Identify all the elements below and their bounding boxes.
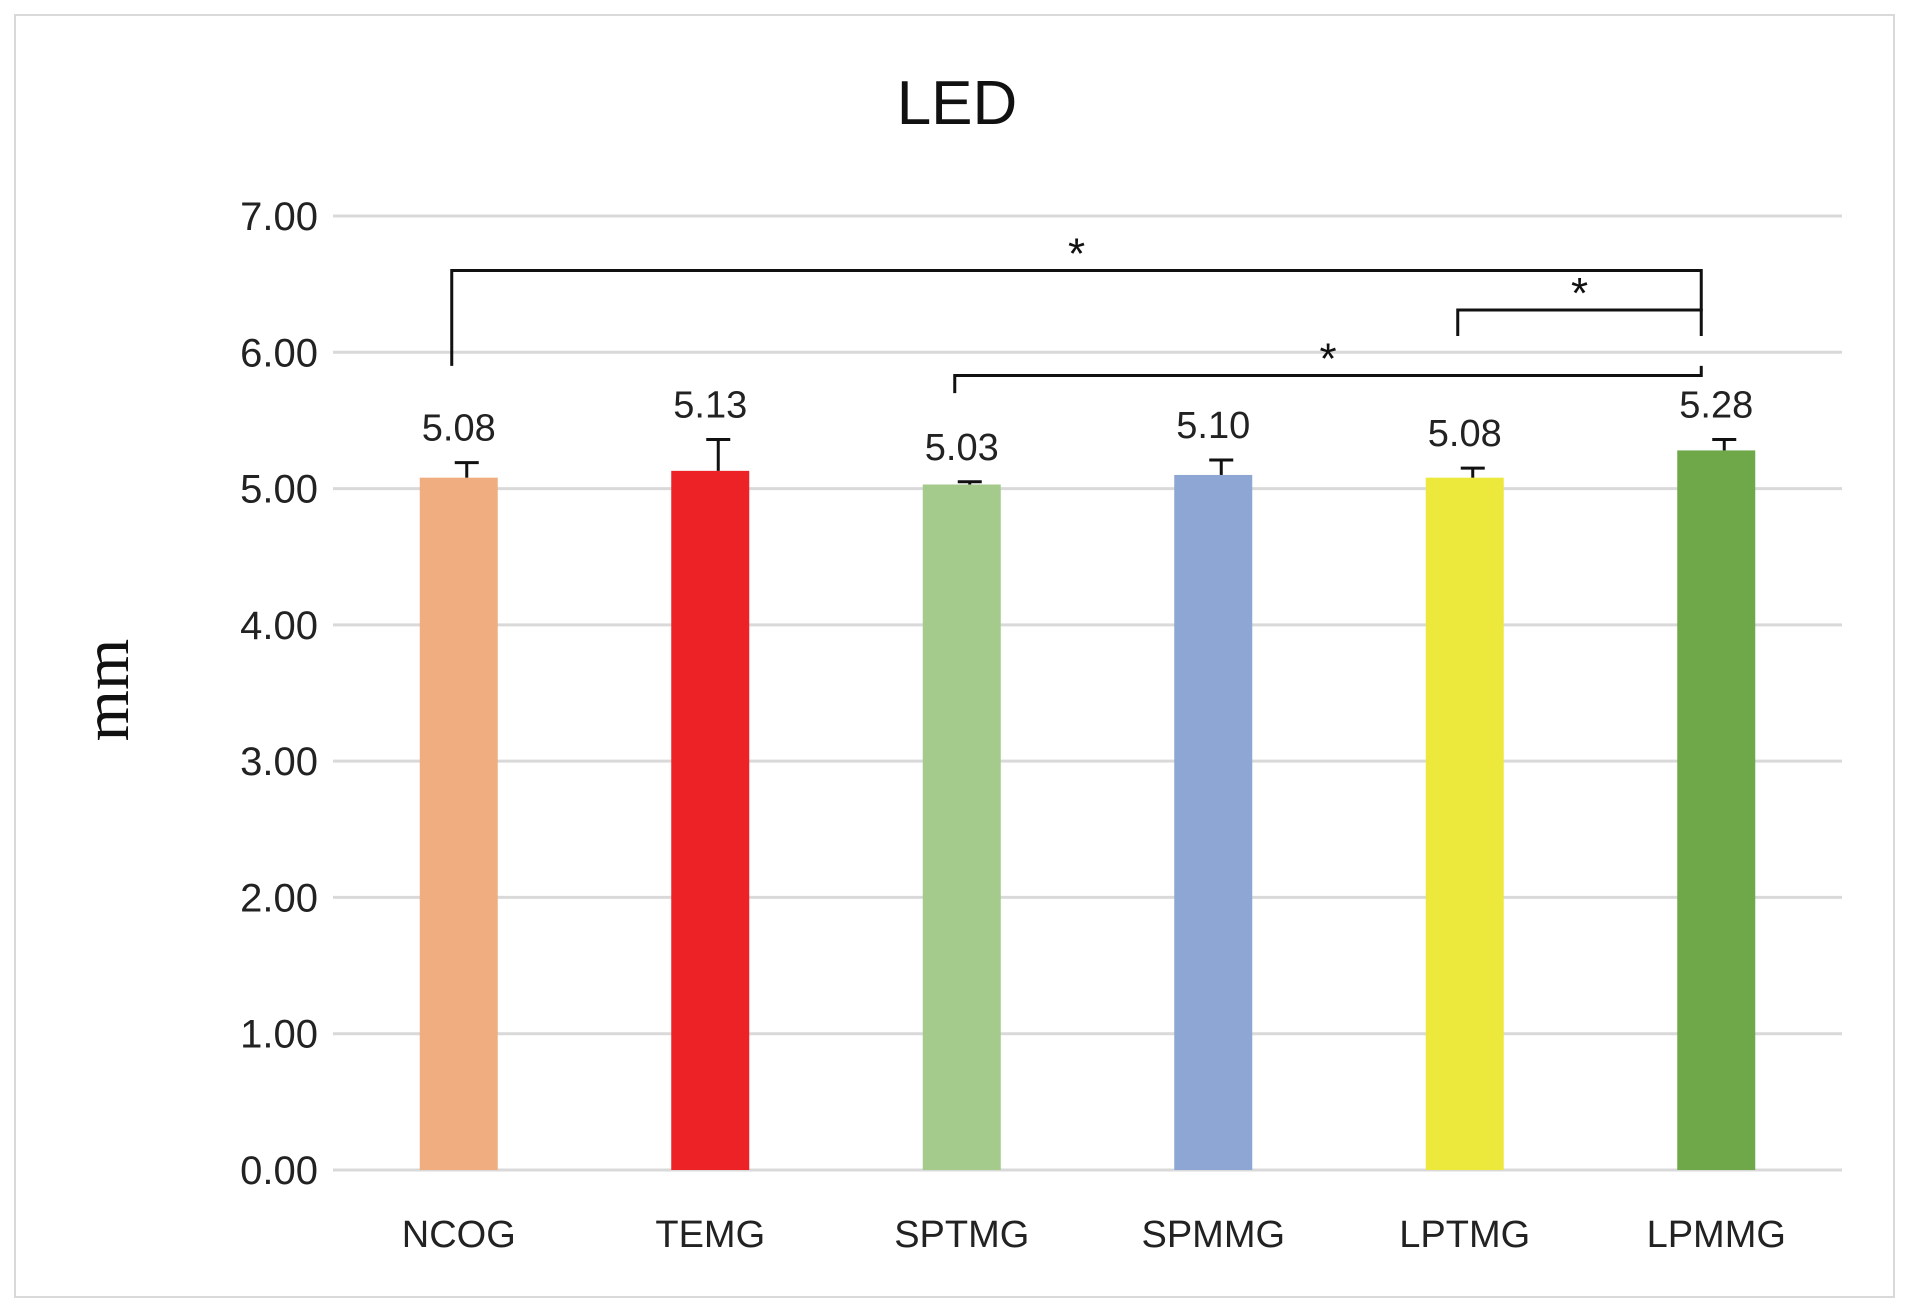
bracket-line (953, 365, 1703, 394)
chart-title: LED (897, 69, 1018, 138)
x-category-label: SPTMG (894, 1214, 1029, 1256)
bar-lpmmg (1677, 450, 1756, 1170)
bracket-line (1456, 308, 1703, 337)
x-axis-categories: NCOG TEMG SPTMG SPMMG LPTMG LPMMG (402, 1214, 1786, 1256)
significance-star: * (1571, 269, 1588, 318)
bar-temg (671, 470, 750, 1171)
significance-star: * (1068, 230, 1085, 279)
significance-brackets: * * * (450, 230, 1703, 394)
y-axis-label: mm (70, 639, 143, 742)
data-labels: 5.08 5.13 5.03 5.10 5.08 5.28 (422, 385, 1753, 469)
data-label: 5.08 (1428, 413, 1502, 455)
y-tick-label: 2.00 (240, 876, 318, 920)
bar-sptmg (922, 484, 1001, 1170)
x-category-label: LPTMG (1399, 1214, 1530, 1256)
error-bars (454, 438, 1737, 485)
y-tick-label: 3.00 (240, 740, 318, 784)
x-category-label: SPMMG (1141, 1214, 1285, 1256)
bars (419, 450, 1756, 1171)
y-tick-label: 0.00 (240, 1149, 318, 1193)
data-label: 5.10 (1176, 405, 1250, 447)
data-label: 5.13 (673, 385, 747, 427)
bar-lptmg (1425, 477, 1504, 1170)
x-category-label: LPMMG (1647, 1214, 1786, 1256)
gridlines (333, 214, 1842, 1172)
y-tick-label: 7.00 (240, 195, 318, 239)
significance-bracket: * (1456, 269, 1703, 337)
x-category-label: NCOG (402, 1214, 516, 1256)
bar-spmmg (1174, 474, 1253, 1170)
data-label: 5.28 (1679, 385, 1753, 427)
y-tick-label: 4.00 (240, 604, 318, 648)
y-tick-label: 6.00 (240, 331, 318, 375)
data-label: 5.03 (925, 427, 999, 469)
bracket-line (450, 269, 1703, 366)
bar-ncog (419, 477, 498, 1170)
significance-bracket: * (450, 230, 1703, 366)
x-category-label: TEMG (655, 1214, 765, 1256)
y-axis-ticks: 0.00 1.00 2.00 3.00 4.00 5.00 6.00 7.00 (240, 195, 318, 1193)
y-tick-label: 5.00 (240, 468, 318, 512)
data-label: 5.08 (422, 408, 496, 450)
significance-bracket: * (953, 334, 1703, 394)
y-tick-label: 1.00 (240, 1013, 318, 1057)
significance-star: * (1319, 334, 1336, 383)
